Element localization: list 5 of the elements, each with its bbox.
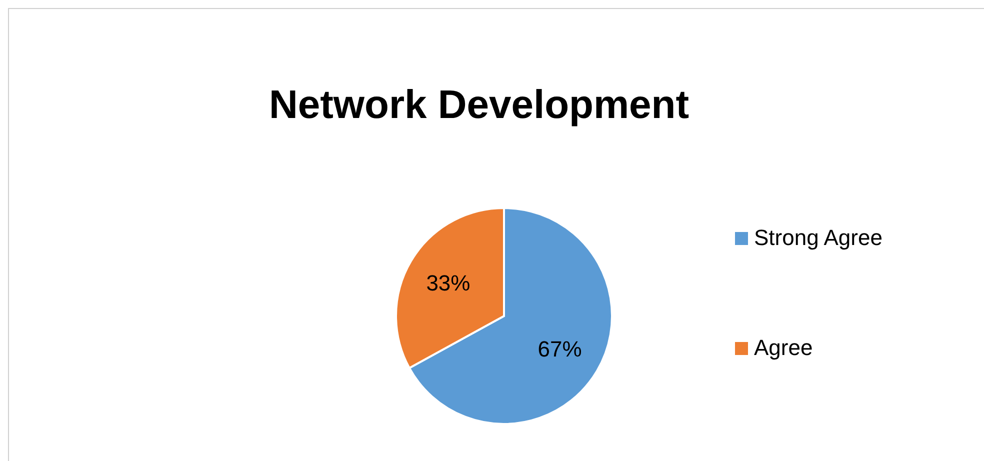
legend-label: Strong Agree [754, 225, 882, 251]
data-label: 67% [538, 336, 582, 362]
legend-label: Agree [754, 335, 813, 361]
chart-title: Network Development [268, 83, 690, 128]
data-label: 33% [426, 270, 470, 296]
